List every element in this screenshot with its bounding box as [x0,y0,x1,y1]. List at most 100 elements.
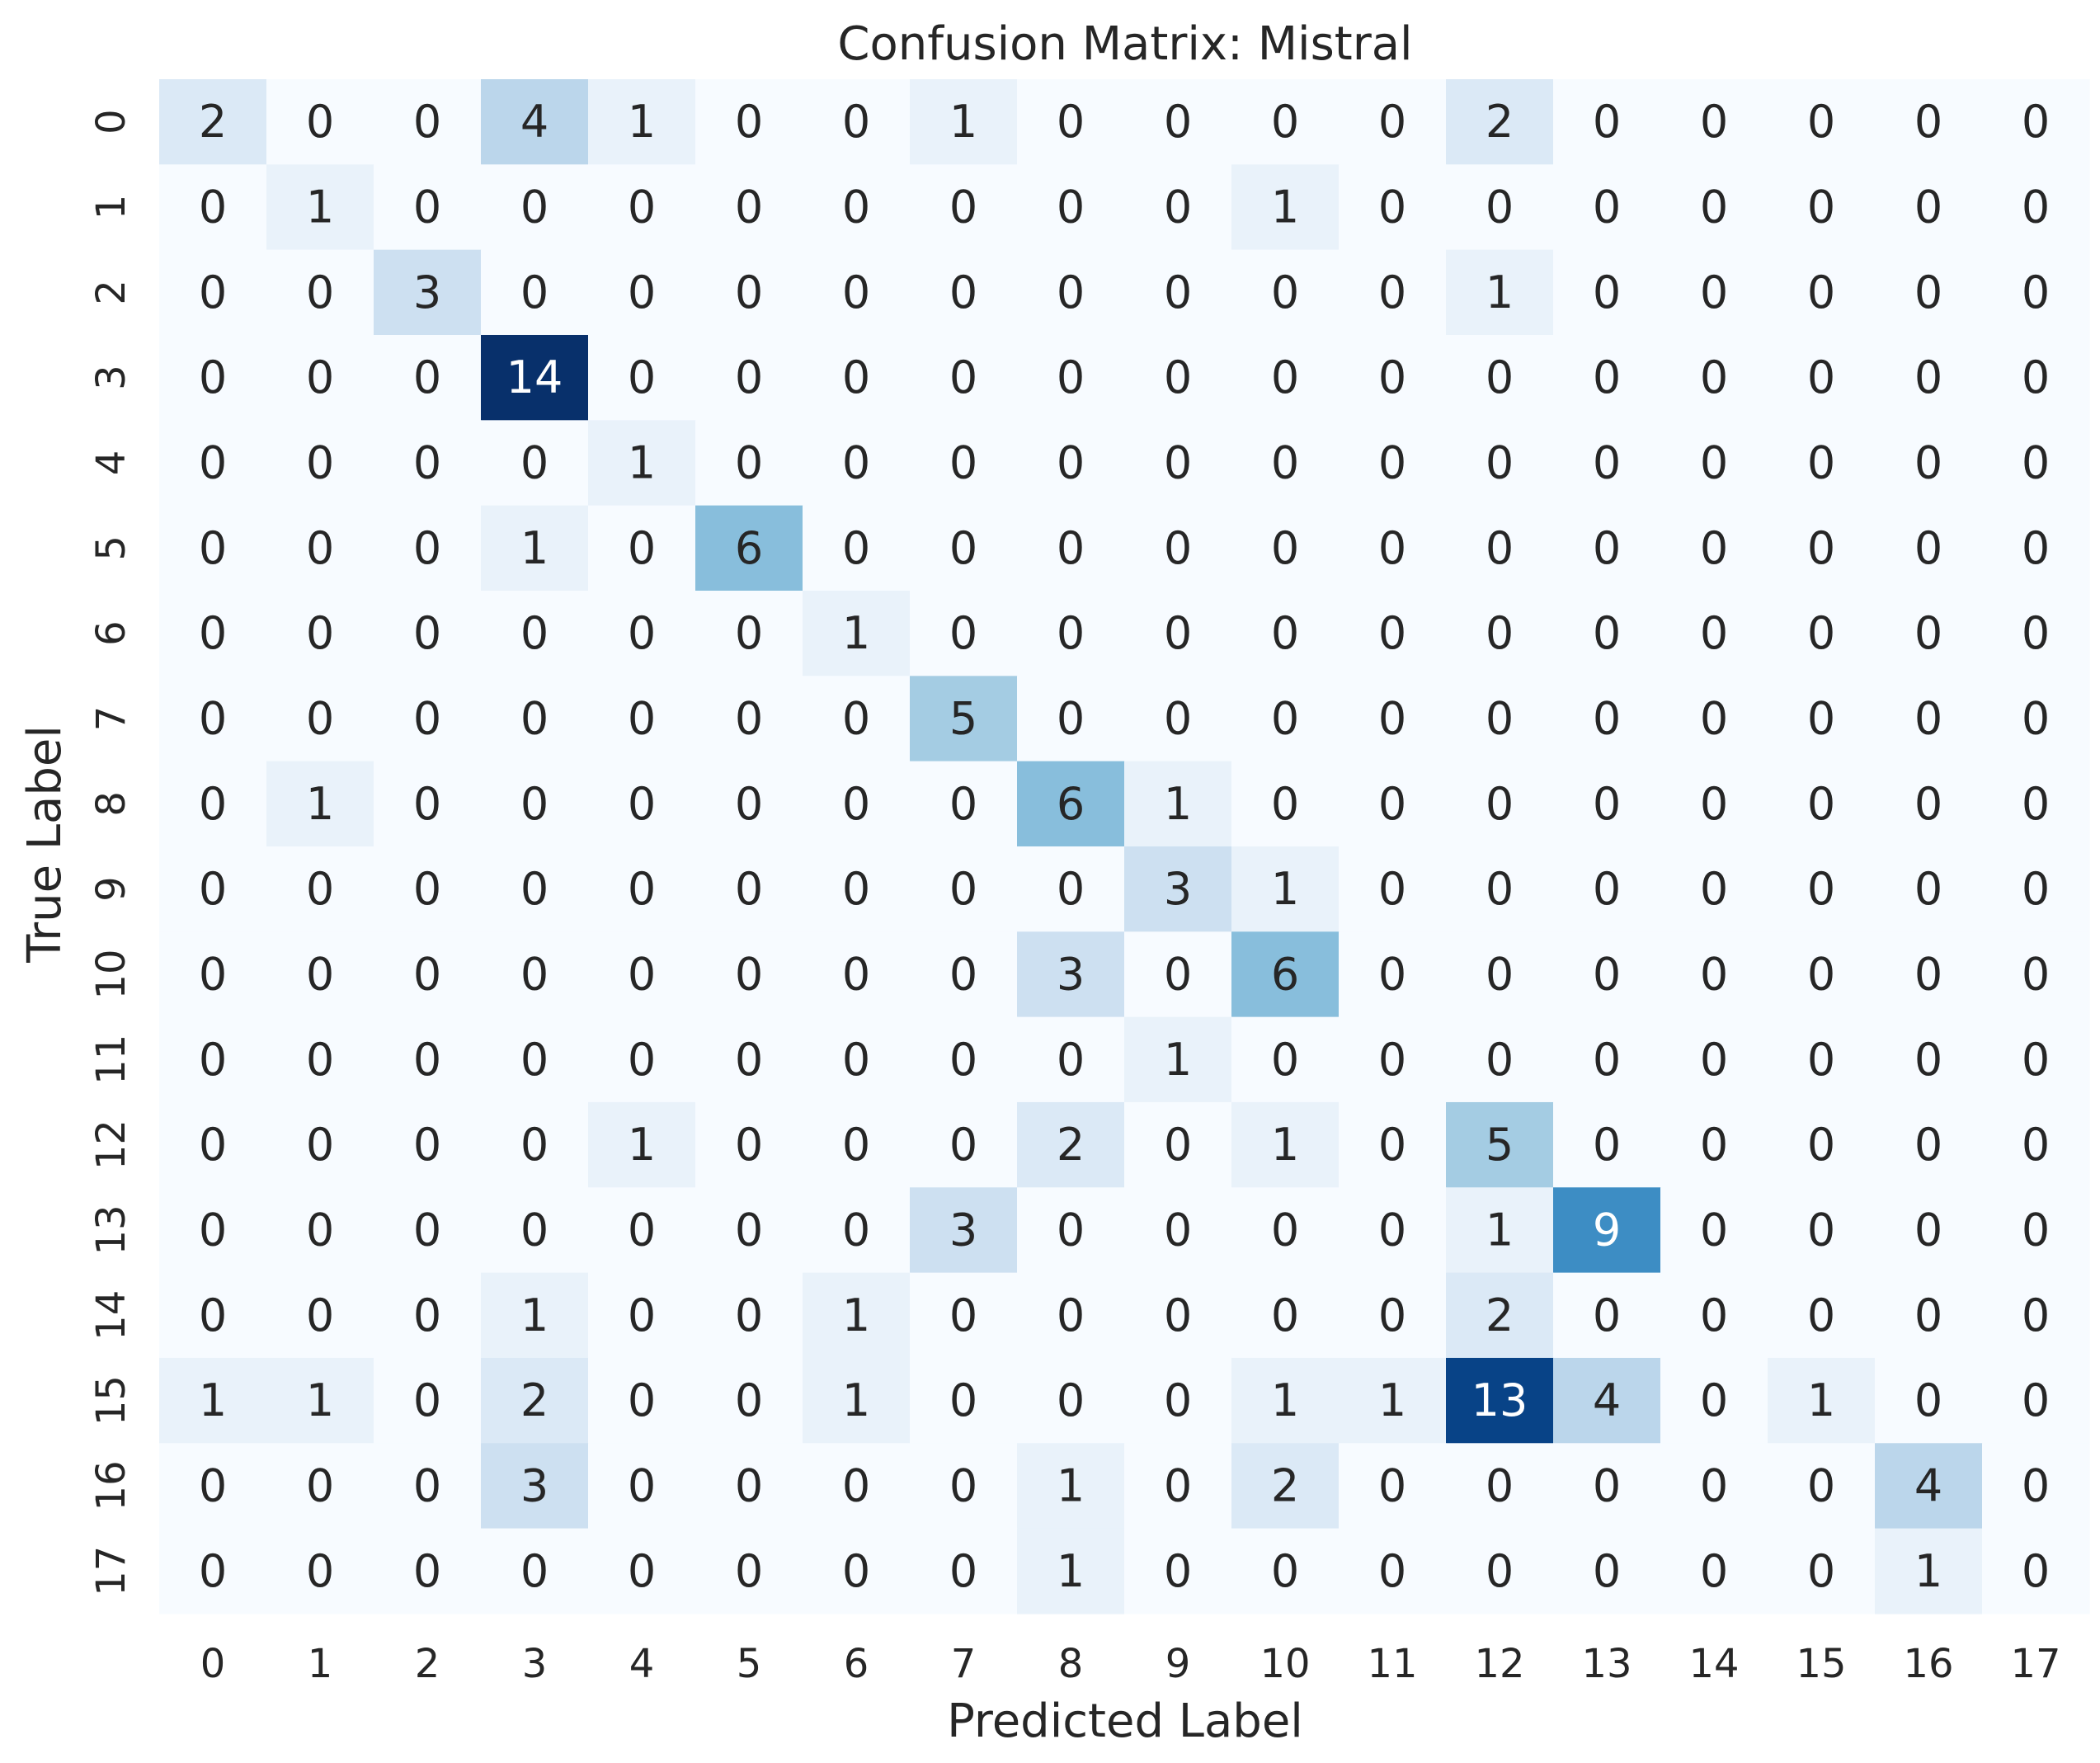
cell-value-label: 0 [1057,351,1085,403]
y-tick-label: 1 [88,195,134,220]
heatmap-cell [1660,1101,1768,1188]
cell-value-label: 0 [1486,351,1514,403]
cell-value-label: 0 [306,607,334,659]
cell-value-label: 0 [199,181,227,233]
heatmap-cell [1660,1528,1768,1615]
cell-value-label: 0 [949,436,977,488]
heatmap-cell [1982,1187,2090,1274]
cell-value-label: 0 [1378,266,1406,318]
y-tick-label: 13 [88,1204,134,1255]
heatmap-cell [159,1528,267,1615]
heatmap-cell [1339,590,1447,676]
cell-value-label: 1 [520,522,549,574]
heatmap-cell [588,676,696,762]
cell-value-label: 0 [1057,692,1085,744]
cell-value-label: 0 [1164,96,1192,148]
heatmap-cell [1017,1272,1125,1359]
heatmap-cell [803,676,911,762]
cell-value-label: 0 [1700,1289,1728,1341]
heatmap-cell [1768,1187,1876,1274]
cell-value-label: 4 [1593,1374,1621,1426]
heatmap-cell [481,1101,589,1188]
cell-value-label: 0 [413,1034,441,1086]
heatmap-cell [695,420,803,507]
cell-value-label: 0 [735,1119,763,1171]
heatmap-cell [1768,676,1876,762]
cell-value-label: 0 [1486,436,1514,488]
cell-value-label: 0 [949,1545,977,1597]
cell-value-label: 0 [413,351,441,403]
cell-value-label: 0 [1807,522,1835,574]
heatmap-cell [481,846,589,932]
heatmap-cell [1339,1101,1447,1188]
cell-value-label: 0 [1271,436,1299,488]
cell-value-label: 0 [1271,1289,1299,1341]
heatmap-cell [159,761,267,847]
cell-value-label: 0 [2022,266,2050,318]
heatmap-cell [159,1016,267,1103]
heatmap-cell [1660,1187,1768,1274]
cell-value-label: 0 [1164,351,1192,403]
cell-value-label: 0 [1057,522,1085,574]
heatmap-cell [1660,249,1768,336]
heatmap-cell [1875,846,1983,932]
heatmap-cell [266,1443,374,1530]
heatmap-cell [695,1357,803,1444]
heatmap-cell [1660,164,1768,251]
heatmap-cell [803,1357,911,1444]
heatmap-cell [1446,505,1554,592]
y-tick-label: 2 [88,280,134,305]
heatmap-cell [588,1443,696,1530]
cell-value-label: 0 [1057,96,1085,148]
cell-value-label: 0 [1271,778,1299,830]
cell-value-label: 3 [949,1204,977,1256]
heatmap-cell [374,1101,482,1188]
heatmap-cell [1660,1272,1768,1359]
y-tick-label: 14 [88,1290,134,1341]
cell-value-label: 2 [1486,96,1514,148]
cell-value-label: 0 [199,1459,227,1511]
heatmap-cell [1768,164,1876,251]
heatmap-cell [1017,676,1125,762]
heatmap-cell [1553,590,1661,676]
cell-value-label: 0 [1593,1459,1621,1511]
cell-value-label: 0 [1271,266,1299,318]
cell-value-label: 0 [949,948,977,1000]
cell-value-label: 0 [735,266,763,318]
heatmap-cell [266,846,374,932]
cell-value-label: 0 [628,1034,656,1086]
cell-value-label: 1 [1271,863,1299,915]
heatmap-cell [1660,676,1768,762]
cell-value-label: 0 [628,522,656,574]
cell-value-label: 0 [628,1459,656,1511]
heatmap-cell [1017,1016,1125,1103]
y-tick-label: 17 [88,1546,134,1596]
cell-value-label: 0 [1807,1459,1835,1511]
heatmap-cell [159,1357,267,1444]
cell-value-label: 1 [1057,1459,1085,1511]
heatmap-cell [1553,931,1661,1018]
cell-value-label: 0 [413,1374,441,1426]
cell-value-label: 0 [735,607,763,659]
heatmap-cell [1660,761,1768,847]
heatmap-cell [1231,79,1340,165]
heatmap-cell [1231,761,1340,847]
cell-value-label: 0 [1486,948,1514,1000]
cell-value-label: 0 [1700,1459,1728,1511]
heatmap-cell [1875,1272,1983,1359]
heatmap-cell [374,249,482,336]
heatmap-cell [1982,761,2090,847]
cell-value-label: 0 [1807,692,1835,744]
cell-value-label: 0 [413,181,441,233]
x-axis-label: Predicted Label [947,1695,1303,1748]
cell-value-label: 0 [1164,1289,1192,1341]
cell-value-label: 1 [1271,1119,1299,1171]
cell-value-label: 0 [1700,1374,1728,1426]
heatmap-cell [1982,1101,2090,1188]
cell-value-label: 1 [1164,1034,1192,1086]
heatmap-cell [1553,1357,1661,1444]
cell-value-label: 0 [1593,1034,1621,1086]
cell-value-label: 0 [520,692,549,744]
cell-value-label: 0 [199,1204,227,1256]
